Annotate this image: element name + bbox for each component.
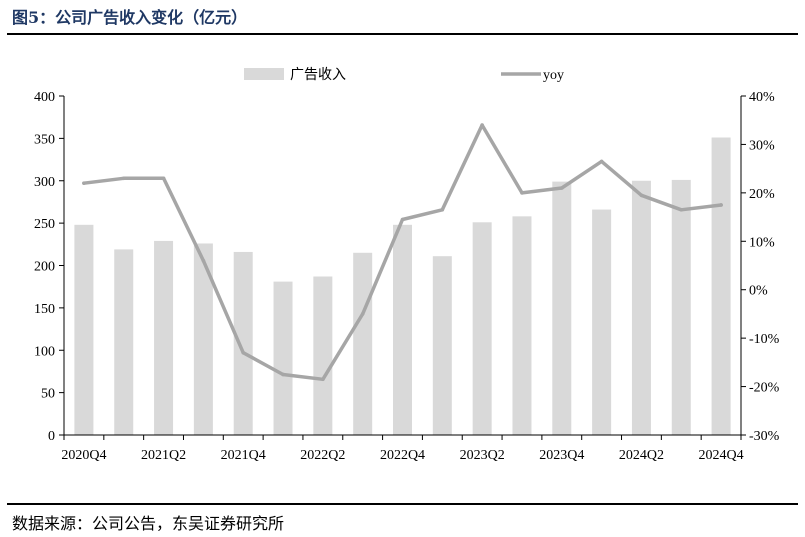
legend-line-label: yoy <box>543 68 564 83</box>
bar <box>353 252 373 435</box>
x-tick-label: 2022Q2 <box>300 448 345 463</box>
bar <box>193 243 213 435</box>
yoy-point <box>360 312 365 316</box>
right-tick-label: 40% <box>749 90 775 105</box>
right-tick-label: 20% <box>749 187 775 202</box>
yoy-point <box>161 176 166 181</box>
bar <box>273 281 293 435</box>
legend-bar-label: 广告收入 <box>290 67 346 83</box>
left-tick-label: 100 <box>34 344 55 359</box>
bar <box>631 180 651 435</box>
axes: 0 50 100 150 200 250 300 350 400 -30% -20% -10% 0% 10… <box>34 90 780 463</box>
x-tick-label: 2021Q2 <box>141 448 186 463</box>
bar <box>74 224 94 435</box>
bar <box>154 240 174 435</box>
legend: 广告收入 yoy <box>244 67 564 83</box>
right-tick-label: -30% <box>749 429 780 444</box>
bar-series <box>74 137 731 435</box>
right-tick-label: 10% <box>749 235 775 250</box>
bar <box>114 249 134 435</box>
yoy-point <box>121 176 126 181</box>
bar <box>552 181 572 435</box>
bar <box>432 256 452 435</box>
left-tick-label: 300 <box>34 175 55 190</box>
left-tick-label: 400 <box>34 90 55 105</box>
yoy-point <box>241 350 246 355</box>
yoy-point <box>440 208 445 212</box>
bar <box>512 216 532 435</box>
bar <box>711 137 731 435</box>
x-tick-label: 2020Q4 <box>61 448 106 463</box>
bar <box>472 222 492 435</box>
bar <box>393 224 412 435</box>
x-tick-label: 2023Q4 <box>539 448 584 463</box>
line-series <box>82 123 723 382</box>
yoy-point <box>82 181 86 185</box>
yoy-point <box>679 208 684 212</box>
left-tick-label: 0 <box>48 429 55 444</box>
right-tick-label: -20% <box>749 381 780 396</box>
right-tick-label: 0% <box>749 284 768 299</box>
yoy-point <box>400 217 405 222</box>
x-tick-label: 2022Q4 <box>380 448 425 463</box>
x-tick-label: 2024Q2 <box>619 448 664 463</box>
yoy-point <box>719 203 723 207</box>
left-tick-label: 250 <box>34 217 55 232</box>
right-tick-label: 30% <box>749 138 775 153</box>
source-note: 数据来源：公司公告，东吴证券研究所 <box>12 514 285 533</box>
yoy-point <box>480 123 484 127</box>
yoy-point <box>201 258 206 263</box>
bar <box>313 276 333 435</box>
x-tick-label: 2023Q2 <box>460 448 505 463</box>
left-tick-label: 200 <box>34 260 55 275</box>
yoy-point <box>639 193 644 198</box>
bar <box>233 251 253 435</box>
left-tick-label: 150 <box>34 302 55 317</box>
right-tick-label: -10% <box>749 332 780 347</box>
bar <box>592 209 612 435</box>
yoy-point <box>281 372 285 377</box>
yoy-point <box>321 377 325 382</box>
bottom-rule <box>7 503 798 505</box>
x-tick-label: 2021Q4 <box>221 448 266 463</box>
yoy-point <box>559 186 564 190</box>
top-rule <box>7 33 798 35</box>
figure-title: 图5：公司广告收入变化（亿元） <box>12 8 248 27</box>
yoy-point <box>520 191 524 195</box>
bar <box>671 179 691 435</box>
yoy-point <box>599 159 604 164</box>
left-tick-label: 350 <box>34 132 55 147</box>
legend-bar-swatch <box>244 68 284 80</box>
x-tick-label: 2024Q4 <box>699 448 744 463</box>
left-tick-label: 50 <box>41 387 55 402</box>
